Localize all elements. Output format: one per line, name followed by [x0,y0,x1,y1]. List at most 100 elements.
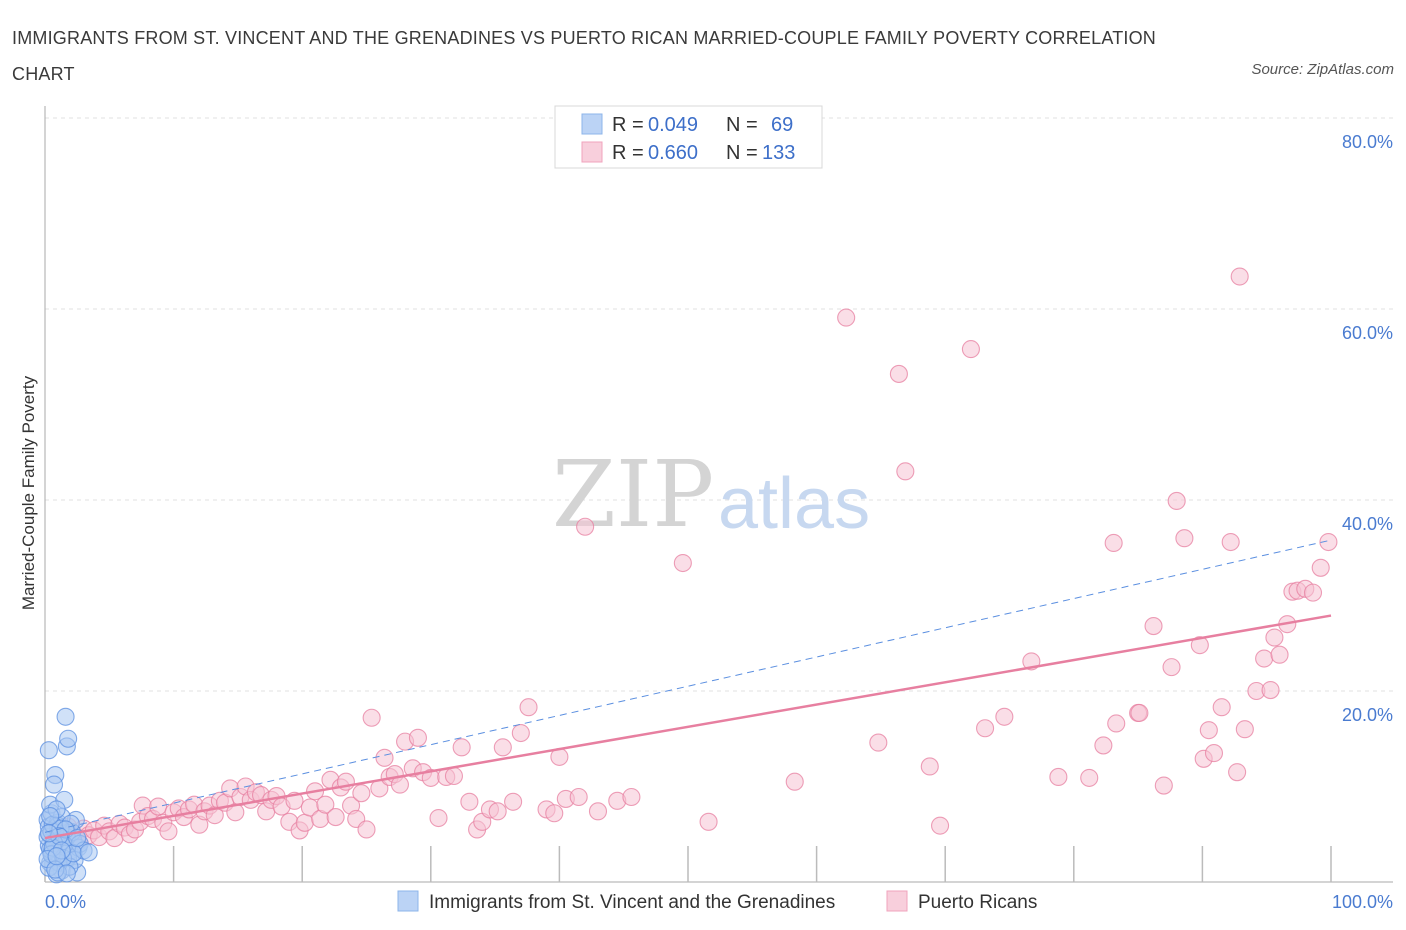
series-legend-swatch-pink [886,890,908,912]
data-point [79,843,98,862]
legend-swatch-blue [581,113,603,135]
data-point [588,802,608,821]
series-legend-swatch-blue [397,890,419,912]
data-point [1104,533,1123,553]
data-point [699,812,718,831]
data-point [896,462,915,481]
data-point [1230,267,1249,286]
x-tick-label-min: 0.0% [45,892,86,912]
data-point [1311,558,1330,577]
data-point [159,822,178,841]
data-point [576,517,595,536]
data-point [41,807,60,826]
data-point [357,820,376,839]
y-tick-labels: 20.0% 40.0% 60.0% 80.0% [1342,132,1393,725]
data-point [837,308,856,327]
correlation-legend: R = 0.049 N = 69 R = 0.660 N = 133 [554,105,823,169]
data-point [1255,649,1274,668]
data-point [444,766,463,786]
series-points-1 [43,267,1338,850]
trend-line-1 [44,614,1332,840]
data-points [38,267,1338,884]
data-point [1094,736,1113,755]
data-point [1303,583,1323,602]
data-point [1265,628,1284,647]
data-point [39,824,58,843]
data-point [1080,768,1099,787]
data-point [511,723,530,743]
data-point [1319,532,1338,552]
data-point [931,816,950,835]
data-point [785,772,804,791]
data-point [569,787,588,807]
data-point [1175,529,1194,548]
series-legend: Immigrants from St. Vincent and the Gren… [397,890,1037,913]
data-point [673,553,692,573]
data-point [995,707,1014,726]
data-point [1199,721,1218,740]
data-point [976,719,995,738]
data-point [452,738,471,757]
legend-r-label-1: R = [612,114,644,136]
data-point [519,698,538,717]
x-tick-label-max: 100.0% [1332,892,1393,912]
data-point [1144,617,1163,636]
legend-r-value-2: 0.660 [648,142,698,164]
data-point [488,802,507,821]
source-label: Source: ZipAtlas.com [1251,61,1394,78]
legend-n-value-1: 69 [771,114,793,136]
legend-r-label-2: R = [612,142,644,164]
data-point [1221,532,1240,552]
data-point [889,364,908,383]
data-point [1049,767,1068,787]
data-point [408,728,427,747]
data-point [1167,491,1186,511]
data-point [59,729,78,748]
series-legend-label-1: Immigrants from St. Vincent and the Gren… [429,892,835,913]
gridlines [45,117,1393,692]
data-point [1212,698,1231,717]
data-point [352,784,371,803]
data-point [622,787,641,807]
data-point [1154,776,1173,795]
legend-n-label-2: N = [726,142,758,164]
data-point [362,708,381,727]
data-point [1261,680,1280,700]
data-point [1107,714,1126,733]
watermark-atlas: atlas [718,464,870,544]
data-point [295,813,314,832]
data-point [1228,763,1247,782]
data-point [869,733,888,752]
y-tick-label-60: 60.0% [1342,323,1393,343]
data-point [149,797,168,816]
data-point [56,707,75,726]
data-point [39,741,58,760]
data-point [1130,703,1149,723]
y-tick-label-20: 20.0% [1342,705,1393,725]
data-point [493,738,512,757]
trend-line-0 [44,539,1332,833]
series-points-0 [38,707,98,884]
data-point [920,757,939,776]
legend-n-value-2: 133 [762,142,795,164]
series-legend-label-2: Puerto Ricans [918,892,1037,913]
y-axis-label: Married-Couple Family Poverty [19,375,38,610]
data-point [1235,720,1254,739]
data-point [44,775,64,794]
data-point [1204,744,1224,763]
legend-r-value-1: 0.049 [648,114,698,136]
data-point [429,808,448,828]
data-point [1270,645,1289,664]
chart-title: IMMIGRANTS FROM ST. VINCENT AND THE GREN… [12,28,1156,84]
data-point [961,340,980,359]
data-point [375,748,394,767]
y-tick-label-80: 80.0% [1342,132,1393,152]
legend-n-label-1: N = [726,114,758,136]
trend-lines [44,539,1332,840]
watermark-zip: ZIP [552,441,714,548]
data-point [504,792,523,811]
y-tick-label-40: 40.0% [1342,514,1393,534]
data-point [57,864,76,883]
data-point [460,792,479,811]
